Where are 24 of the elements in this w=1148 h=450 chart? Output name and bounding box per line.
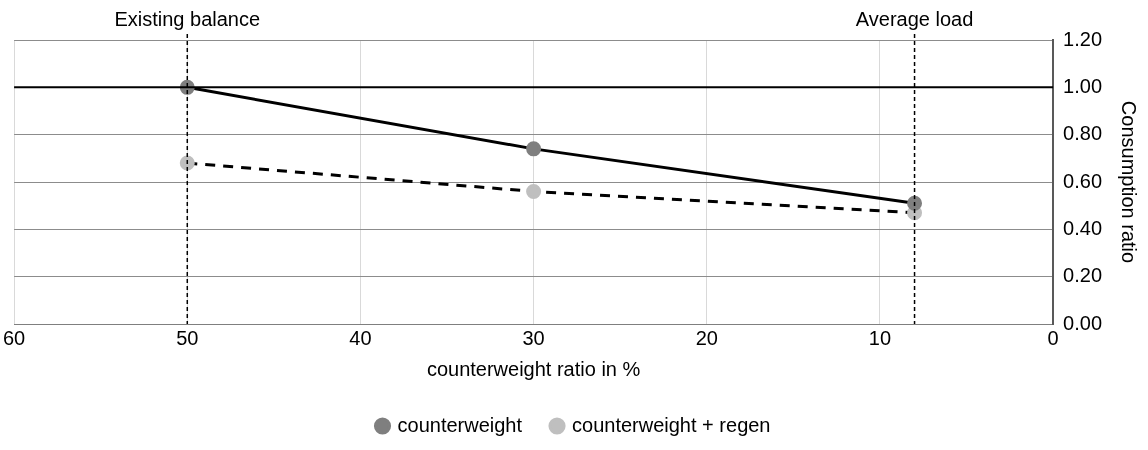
y-axis-title: Consumption ratio: [1118, 100, 1141, 264]
y-tick-label: 0.80: [1063, 122, 1103, 145]
legend-label: counterweight + regen: [572, 413, 771, 436]
point: [526, 183, 542, 199]
point: [907, 195, 923, 211]
y-tick-label: 0.40: [1063, 216, 1103, 239]
x-tick-label: 20: [695, 326, 718, 349]
x-tick-label: 40: [349, 326, 372, 349]
x-tick-label: 30: [522, 326, 545, 349]
point: [526, 141, 542, 157]
y-tick-label: 1.20: [1063, 27, 1103, 50]
x-tick-label: 0: [1047, 326, 1059, 349]
x-tick-label: 50: [176, 326, 199, 349]
x-axis-title: counterweight ratio in %: [426, 357, 641, 380]
y-tick-label: 0.00: [1063, 311, 1103, 334]
ref-line-label: Existing balance: [114, 7, 261, 30]
ref-line-label: Average load: [855, 7, 974, 30]
y-tick-label: 0.60: [1063, 169, 1103, 192]
y-tick-label: 1.00: [1063, 74, 1103, 97]
legend-label: counterweight: [397, 413, 523, 436]
x-tick-label: 60: [3, 326, 26, 349]
y-tick-label: 0.20: [1063, 264, 1103, 287]
x-tick-label: 10: [868, 326, 892, 349]
point: [179, 155, 195, 171]
